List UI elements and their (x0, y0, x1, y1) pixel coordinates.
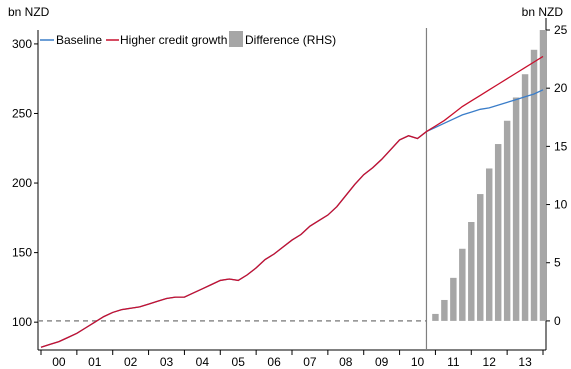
series-line-higher-credit-growth (40, 55, 544, 348)
left-tick-label: 150 (12, 246, 32, 260)
left-axis-ticks: 100 150 200 250 300 (12, 37, 38, 329)
difference-bar (530, 49, 538, 321)
legend-swatch-difference (229, 31, 243, 47)
right-tick-label: 15 (554, 139, 568, 153)
difference-bar (494, 144, 502, 321)
series-line-baseline (40, 89, 544, 348)
x-tick-label: 09 (375, 355, 389, 369)
x-tick-label: 13 (518, 355, 532, 369)
x-tick-label: 08 (339, 355, 353, 369)
x-tick-label: 12 (483, 355, 497, 369)
difference-bar (512, 97, 520, 321)
right-tick-label: 25 (554, 23, 568, 37)
legend-label-higher-credit-growth: Higher credit growth (120, 33, 227, 47)
right-tick-label: 0 (554, 314, 561, 328)
difference-bar (521, 74, 529, 321)
difference-bar (459, 248, 466, 321)
x-axis-ticks: 00 01 02 03 04 05 06 07 08 09 10 11 12 13 (40, 350, 544, 369)
right-tick-label: 5 (554, 256, 561, 270)
x-tick-label: 00 (52, 355, 66, 369)
left-tick-label: 300 (12, 37, 32, 51)
legend: Baseline Higher credit growth Difference… (40, 31, 336, 47)
legend-label-baseline: Baseline (56, 33, 102, 47)
x-tick-label: 03 (160, 355, 174, 369)
right-tick-label: 20 (554, 81, 568, 95)
difference-bars (432, 30, 547, 321)
right-tick-label: 10 (554, 198, 568, 212)
legend-item-baseline: Baseline (40, 33, 102, 47)
right-axis-ticks: 0 5 10 15 20 25 (546, 23, 568, 328)
x-tick-label: 02 (124, 355, 138, 369)
x-tick-label: 01 (88, 355, 102, 369)
difference-bar (485, 168, 493, 321)
left-axis-unit: bn NZD (8, 5, 50, 19)
difference-bar (503, 120, 511, 321)
x-tick-label: 07 (303, 355, 317, 369)
left-tick-label: 200 (12, 176, 32, 190)
legend-item-difference: Difference (RHS) (229, 31, 336, 47)
difference-bar (432, 313, 439, 321)
x-tick-label: 10 (411, 355, 425, 369)
difference-bar (450, 277, 457, 321)
legend-label-difference: Difference (RHS) (245, 33, 336, 47)
legend-item-higher-credit-growth: Higher credit growth (106, 33, 227, 47)
difference-bar (477, 194, 484, 321)
x-tick-label: 11 (447, 355, 460, 369)
x-tick-label: 06 (267, 355, 281, 369)
right-axis-unit: bn NZD (522, 5, 564, 19)
x-tick-label: 04 (196, 355, 210, 369)
difference-bar (539, 30, 547, 321)
left-tick-label: 100 (12, 315, 32, 329)
x-tick-label: 05 (232, 355, 246, 369)
difference-bar (468, 222, 475, 321)
left-tick-label: 250 (12, 106, 32, 120)
difference-bar (441, 299, 448, 321)
